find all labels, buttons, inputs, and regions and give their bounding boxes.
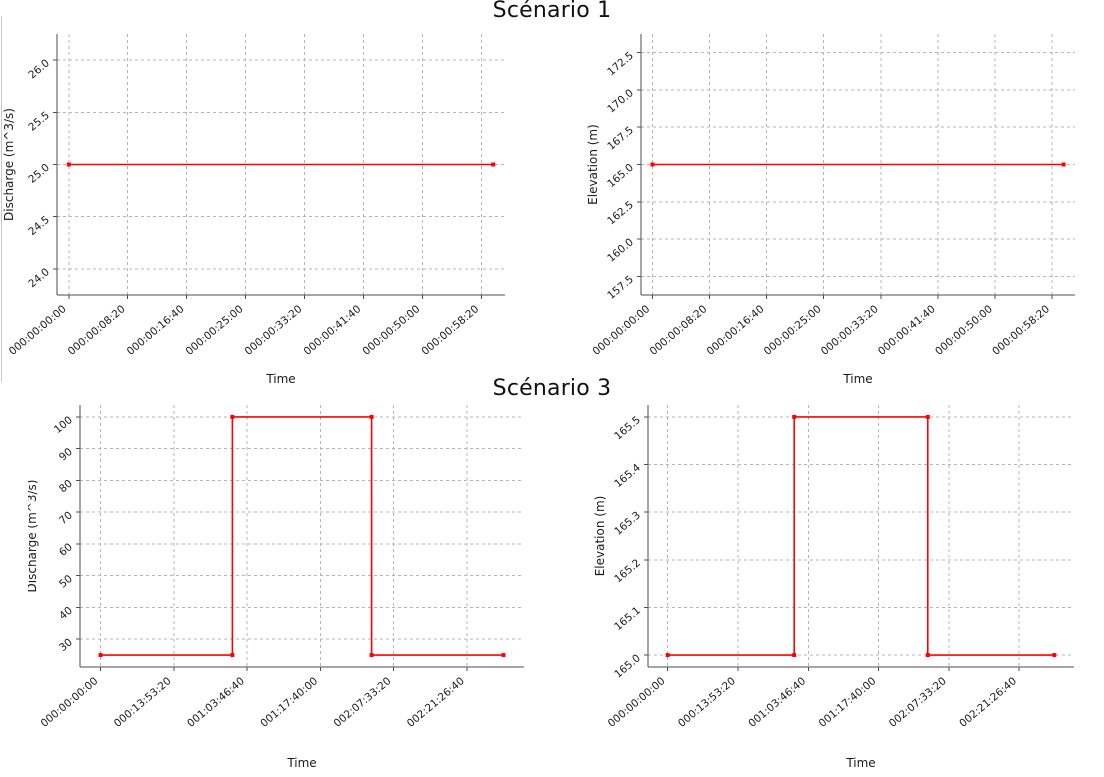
scenario1-title: Scénario 1 — [492, 0, 612, 23]
svg-text:000:00:25:00: 000:00:25:00 — [184, 303, 246, 358]
chart-scenario1-discharge: 000:00:00:00 000:00:08:20 000:00:16:40 000:… — [0, 20, 520, 392]
svg-text:002:07:33:20: 002:07:33:20 — [887, 675, 949, 730]
svg-text:001:03:46:40: 001:03:46:40 — [746, 675, 808, 730]
svg-text:001:03:46:40: 001:03:46:40 — [185, 675, 247, 730]
svg-text:165.5: 165.5 — [612, 414, 643, 443]
svg-text:000:00:00:00: 000:00:00:00 — [39, 675, 101, 730]
svg-text:000:00:00:00: 000:00:00:00 — [606, 675, 668, 730]
svg-text:000:00:08:20: 000:00:08:20 — [648, 303, 710, 358]
svg-text:26.0: 26.0 — [26, 57, 52, 81]
svg-text:165.3: 165.3 — [612, 509, 643, 538]
svg-text:165.0: 165.0 — [605, 162, 636, 191]
svg-text:70: 70 — [57, 509, 75, 527]
svg-text:172.5: 172.5 — [605, 50, 636, 79]
svg-text:002:21:26:40: 002:21:26:40 — [405, 675, 467, 730]
svg-text:Elevation (m): Elevation (m) — [586, 124, 600, 205]
svg-text:162.5: 162.5 — [605, 199, 636, 228]
chart-scenario3-discharge: 000:00:00:00 000:13:53:20 001:03:46:40 001:… — [28, 394, 540, 776]
svg-text:170.0: 170.0 — [605, 87, 636, 116]
svg-text:000:00:16:40: 000:00:16:40 — [125, 303, 187, 358]
svg-text:100: 100 — [52, 414, 75, 436]
svg-text:Elevation (m): Elevation (m) — [593, 496, 607, 577]
svg-text:50: 50 — [57, 573, 75, 591]
svg-text:Time: Time — [286, 756, 316, 770]
svg-text:Time: Time — [842, 372, 872, 386]
svg-text:90: 90 — [57, 446, 75, 464]
chart-scenario1-elevation: 000:00:00:00 000:00:08:20 000:00:16:40 000:… — [556, 20, 1090, 392]
figure-left-border — [1, 16, 2, 382]
svg-text:40: 40 — [57, 605, 75, 623]
chart-scenario3-elevation: 000:00:00:00 000:13:53:20 001:03:46:40 001:… — [566, 394, 1090, 776]
svg-text:60: 60 — [57, 541, 75, 559]
svg-text:001:17:40:00: 001:17:40:00 — [258, 675, 320, 730]
svg-text:30: 30 — [57, 636, 75, 654]
svg-text:000:00:41:40: 000:00:41:40 — [876, 303, 938, 358]
scenario3-title: Scénario 3 — [492, 376, 612, 401]
svg-text:000:13:53:20: 000:13:53:20 — [676, 675, 738, 730]
svg-text:80: 80 — [57, 478, 75, 496]
svg-text:000:00:16:40: 000:00:16:40 — [705, 303, 767, 358]
svg-text:000:13:53:20: 000:13:53:20 — [112, 675, 174, 730]
svg-text:000:00:58:20: 000:00:58:20 — [419, 303, 481, 358]
svg-text:Discharge (m^3/s): Discharge (m^3/s) — [2, 108, 16, 221]
svg-text:000:00:00:00: 000:00:00:00 — [590, 303, 652, 358]
svg-text:160.0: 160.0 — [605, 236, 636, 265]
svg-text:157.5: 157.5 — [605, 273, 636, 302]
svg-text:000:00:25:00: 000:00:25:00 — [762, 303, 824, 358]
svg-text:165.4: 165.4 — [612, 461, 643, 490]
svg-text:000:00:58:20: 000:00:58:20 — [990, 303, 1052, 358]
svg-text:Discharge (m^3/s): Discharge (m^3/s) — [28, 480, 39, 593]
svg-text:002:21:26:40: 002:21:26:40 — [957, 675, 1019, 730]
svg-text:002:07:33:20: 002:07:33:20 — [332, 675, 394, 730]
svg-text:25.5: 25.5 — [26, 109, 52, 133]
svg-text:000:00:08:20: 000:00:08:20 — [66, 303, 128, 358]
svg-text:165.0: 165.0 — [612, 652, 643, 681]
svg-text:25.0: 25.0 — [26, 162, 52, 186]
svg-text:165.2: 165.2 — [612, 557, 643, 586]
svg-text:000:00:41:40: 000:00:41:40 — [302, 303, 364, 358]
svg-text:000:00:33:20: 000:00:33:20 — [819, 303, 881, 358]
svg-text:000:00:50:00: 000:00:50:00 — [360, 303, 422, 358]
svg-text:000:00:50:00: 000:00:50:00 — [933, 303, 995, 358]
svg-text:001:17:40:00: 001:17:40:00 — [817, 675, 879, 730]
svg-text:Time: Time — [265, 372, 295, 386]
svg-text:24.5: 24.5 — [26, 214, 52, 238]
svg-text:167.5: 167.5 — [605, 124, 636, 153]
svg-text:165.1: 165.1 — [612, 605, 643, 634]
svg-text:24.0: 24.0 — [26, 266, 52, 290]
svg-text:Time: Time — [845, 756, 875, 770]
svg-text:000:00:00:00: 000:00:00:00 — [7, 303, 69, 358]
svg-text:000:00:33:20: 000:00:33:20 — [243, 303, 305, 358]
